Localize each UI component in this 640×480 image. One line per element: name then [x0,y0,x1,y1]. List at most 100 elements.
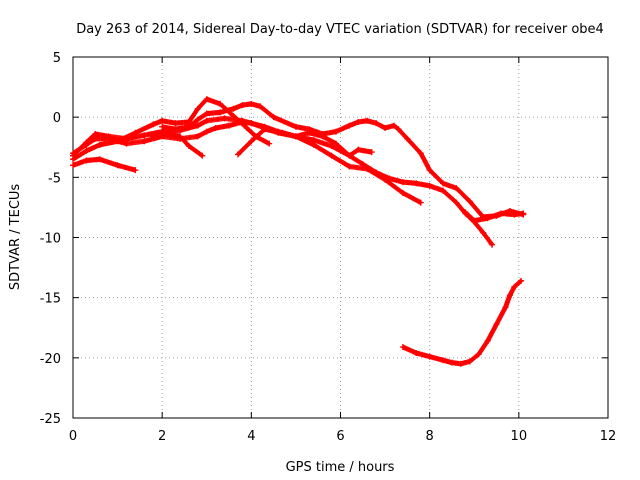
series-arc-2 [70,118,424,206]
data-point [83,147,90,154]
data-point [413,180,420,187]
data-point [333,128,340,135]
data-point [261,126,268,133]
grid [73,57,608,418]
axis-ticks: 0 2 4 6 8 10 12 5 0 -5 -10 -15 -20 -25 [40,51,617,444]
data-point [132,167,139,174]
data-point [70,162,76,169]
data-point [114,138,121,145]
data-point [426,182,433,189]
data-point [83,139,90,146]
data-point [159,117,166,124]
data-point [159,131,166,138]
data-point [203,128,210,135]
data-point [141,138,148,145]
data-point [471,217,478,224]
y-tick-label: -10 [40,232,61,247]
data-point [382,124,389,131]
data-point [230,112,237,119]
data-point [417,150,424,157]
data-point [194,133,201,140]
data-point [230,105,237,112]
series-arc-4 [70,96,273,163]
data-point [234,151,241,158]
x-tick-label: 4 [247,429,255,444]
data-layer [70,96,527,367]
data-point [177,133,183,140]
data-point [511,283,518,290]
data-point [203,117,210,124]
data-point [395,126,402,133]
data-point [333,140,340,147]
data-point [426,167,433,174]
chart-title: Day 263 of 2014, Sidereal Day-to-day VTE… [76,22,604,37]
series-markers [70,156,138,173]
x-tick-label: 0 [69,429,77,444]
data-point [453,185,460,192]
data-point [359,161,366,168]
data-point [453,199,460,206]
data-point [346,122,353,129]
data-point [511,211,518,218]
data-point [448,359,455,366]
data-point [346,152,353,159]
data-point [248,100,255,107]
data-point [212,124,219,131]
data-point [96,156,103,163]
x-tick-label: 8 [426,429,434,444]
data-point [172,120,179,127]
data-point [70,156,76,163]
data-point [404,135,411,142]
data-point [484,337,491,344]
data-point [310,137,317,144]
data-point [243,124,250,131]
series-arc-9 [399,277,525,367]
data-point [346,163,353,170]
data-point [96,141,103,148]
data-point [150,121,157,128]
data-point [364,117,371,124]
data-point [368,149,375,156]
data-point [413,350,420,357]
y-tick-label: 5 [53,51,61,66]
data-point [257,103,264,110]
data-point [141,132,148,139]
data-point [105,133,112,140]
data-point [150,133,157,140]
data-point [355,118,362,125]
data-point [506,292,513,299]
data-point [457,360,464,367]
data-point [489,241,496,248]
data-point [426,353,433,360]
data-point [440,180,447,187]
data-point [399,179,406,186]
data-point [203,96,210,103]
data-point [386,175,393,182]
data-point [221,115,228,122]
data-point [399,344,406,351]
data-point [292,123,299,130]
data-point [132,129,139,136]
data-point [185,123,192,130]
data-point [306,129,313,136]
data-point [440,357,447,364]
data-point [270,114,277,121]
data-point [199,152,206,159]
x-tick-label: 10 [511,429,528,444]
y-tick-label: -15 [40,292,61,307]
data-point [484,215,491,222]
data-point [475,351,482,358]
data-point [480,229,487,236]
data-point [466,358,473,365]
data-point [248,138,255,145]
data-point [194,122,201,129]
data-point [194,116,201,123]
x-axis-label: GPS time / hours [286,460,395,475]
y-tick-label: 0 [53,111,61,126]
x-tick-label: 6 [336,429,344,444]
x-tick-label: 2 [158,429,166,444]
data-point [373,169,380,176]
data-point [518,277,525,284]
data-point [292,133,299,140]
